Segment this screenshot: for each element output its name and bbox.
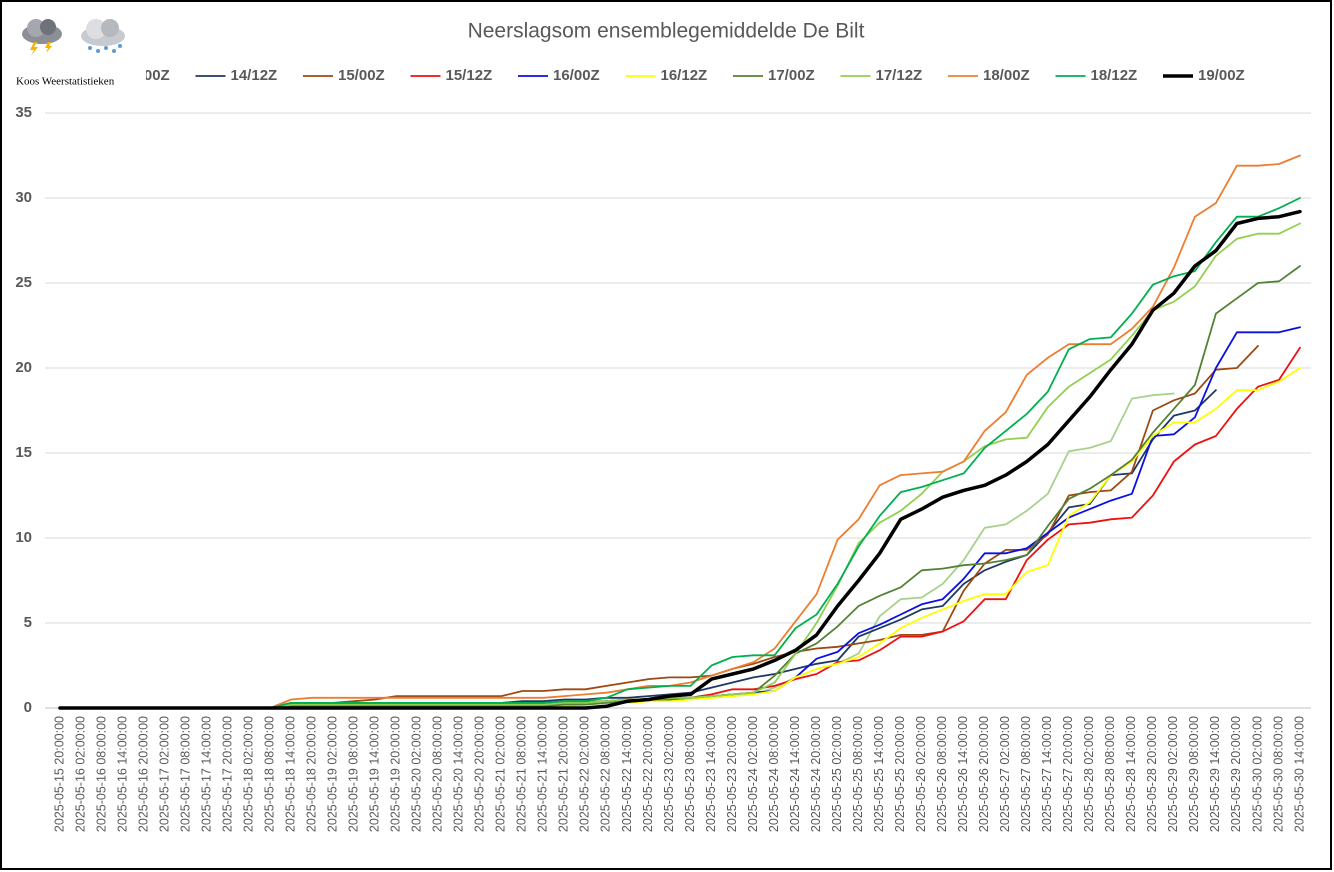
legend-label: 16/12Z — [661, 67, 708, 84]
x-tick-label: 2025-05-25 14:00:00 — [872, 716, 886, 832]
x-tick-label: 2025-05-26 20:00:00 — [977, 716, 991, 832]
x-tick-label: 2025-05-19 08:00:00 — [347, 716, 361, 832]
legend-label: 18/00Z — [983, 67, 1030, 84]
legend-label: 18/12Z — [1091, 67, 1138, 84]
x-tick-label: 2025-05-27 08:00:00 — [1019, 716, 1033, 832]
x-tick-label: 2025-05-19 02:00:00 — [326, 716, 340, 832]
snow-cloud-icon — [81, 19, 125, 53]
x-tick-label: 2025-05-26 14:00:00 — [956, 716, 970, 832]
x-tick-label: 2025-05-19 20:00:00 — [389, 716, 403, 832]
y-tick-label: 0 — [24, 699, 32, 716]
x-tick-label: 2025-05-23 14:00:00 — [704, 716, 718, 832]
x-tick-label: 2025-05-28 08:00:00 — [1103, 716, 1117, 832]
x-tick-label: 2025-05-22 20:00:00 — [641, 716, 655, 832]
x-tick-label: 2025-05-22 08:00:00 — [599, 716, 613, 832]
y-tick-label: 30 — [15, 189, 32, 206]
x-tick-label: 2025-05-17 08:00:00 — [178, 716, 192, 832]
x-tick-label: 2025-05-26 08:00:00 — [935, 716, 949, 832]
series-line — [58, 209, 1302, 710]
x-tick-label: 2025-05-22 14:00:00 — [620, 716, 634, 832]
x-tick-label: 2025-05-27 20:00:00 — [1061, 716, 1075, 832]
plot-area: 0 5 10 15 20 25 30 35 2025-05-15 20:00:00 2025-05… — [15, 104, 1311, 832]
x-tick-label: 2025-05-23 02:00:00 — [662, 716, 676, 832]
x-tick-label: 2025-05-29 14:00:00 — [1208, 716, 1222, 832]
x-tick-label: 2025-05-26 02:00:00 — [914, 716, 928, 832]
x-tick-label: 2025-05-18 02:00:00 — [241, 716, 255, 832]
legend-label: 16/00Z — [553, 67, 600, 84]
x-tick-label: 2025-05-30 02:00:00 — [1250, 716, 1264, 832]
legend: 14/00Z 14/12Z 15/00Z 15/12Z 16/00Z 16/12Z 17/0… — [88, 67, 1245, 84]
x-tick-label: 2025-05-22 02:00:00 — [578, 716, 592, 832]
x-tick-label: 2025-05-28 14:00:00 — [1124, 716, 1138, 832]
x-tick-label: 2025-05-17 14:00:00 — [199, 716, 213, 832]
storm-cloud-icon — [22, 19, 62, 56]
x-tick-label: 2025-05-16 14:00:00 — [115, 716, 129, 832]
y-tick-label: 20 — [15, 359, 32, 376]
x-tick-label: 2025-05-28 20:00:00 — [1145, 716, 1159, 832]
x-tick-label: 2025-05-30 14:00:00 — [1292, 716, 1306, 832]
x-tick-label: 2025-05-24 20:00:00 — [809, 716, 823, 832]
x-tick-label: 2025-05-15 20:00:00 — [52, 716, 66, 832]
x-tick-label: 2025-05-20 20:00:00 — [473, 716, 487, 832]
x-tick-label: 2025-05-20 02:00:00 — [410, 716, 424, 832]
legend-label: 15/12Z — [446, 67, 493, 84]
x-tick-label: 2025-05-30 08:00:00 — [1271, 716, 1285, 832]
x-tick-label: 2025-05-29 08:00:00 — [1187, 716, 1201, 832]
x-tick-label: 2025-05-24 14:00:00 — [788, 716, 802, 832]
x-tick-label: 2025-05-24 02:00:00 — [746, 716, 760, 832]
legend-label: 14/12Z — [231, 67, 278, 84]
legend-label: 15/00Z — [338, 67, 385, 84]
x-tick-label: 2025-05-29 02:00:00 — [1166, 716, 1180, 832]
legend-label: 19/00Z — [1198, 67, 1245, 84]
x-tick-label: 2025-05-21 20:00:00 — [557, 716, 571, 832]
x-tick-label: 2025-05-27 02:00:00 — [998, 716, 1012, 832]
x-tick-label: 2025-05-17 02:00:00 — [157, 716, 171, 832]
x-tick-label: 2025-05-21 08:00:00 — [515, 716, 529, 832]
legend-label: 17/12Z — [876, 67, 923, 84]
x-tick-label: 2025-05-23 20:00:00 — [725, 716, 739, 832]
x-tick-label: 2025-05-21 14:00:00 — [536, 716, 550, 832]
y-tick-label: 5 — [24, 614, 32, 631]
x-tick-label: 2025-05-16 20:00:00 — [136, 716, 150, 832]
x-tick-label: 2025-05-20 08:00:00 — [431, 716, 445, 832]
x-tick-label: 2025-05-20 14:00:00 — [452, 716, 466, 832]
logo: Koos Weerstatistieken — [8, 12, 146, 92]
x-tick-label: 2025-05-17 20:00:00 — [220, 716, 234, 832]
x-tick-label: 2025-05-19 14:00:00 — [368, 716, 382, 832]
x-tick-label: 2025-05-29 20:00:00 — [1229, 716, 1243, 832]
x-tick-label: 2025-05-16 02:00:00 — [73, 716, 87, 832]
chart-title: Neerslagsom ensemblegemiddelde De Bilt — [468, 20, 865, 43]
y-tick-label: 10 — [15, 529, 32, 546]
x-tick-label: 2025-05-18 14:00:00 — [283, 716, 297, 832]
x-tick-label: 2025-05-18 20:00:00 — [305, 716, 319, 832]
x-tick-label: 2025-05-25 02:00:00 — [830, 716, 844, 832]
x-tick-label: 2025-05-25 20:00:00 — [893, 716, 907, 832]
logo-text: Koos Weerstatistieken — [16, 76, 115, 88]
y-tick-label: 15 — [15, 444, 32, 461]
legend-label: 17/00Z — [768, 67, 815, 84]
x-tick-label: 2025-05-23 08:00:00 — [683, 716, 697, 832]
x-tick-label: 2025-05-16 08:00:00 — [94, 716, 108, 832]
x-tick-label: 2025-05-25 08:00:00 — [851, 716, 865, 832]
y-tick-label: 35 — [15, 104, 32, 121]
x-tick-label: 2025-05-24 08:00:00 — [767, 716, 781, 832]
y-tick-label: 25 — [15, 274, 32, 291]
x-tick-label: 2025-05-28 02:00:00 — [1082, 716, 1096, 832]
x-tick-label: 2025-05-27 14:00:00 — [1040, 716, 1054, 832]
x-tick-label: 2025-05-18 08:00:00 — [262, 716, 276, 832]
x-tick-label: 2025-05-21 02:00:00 — [494, 716, 508, 832]
